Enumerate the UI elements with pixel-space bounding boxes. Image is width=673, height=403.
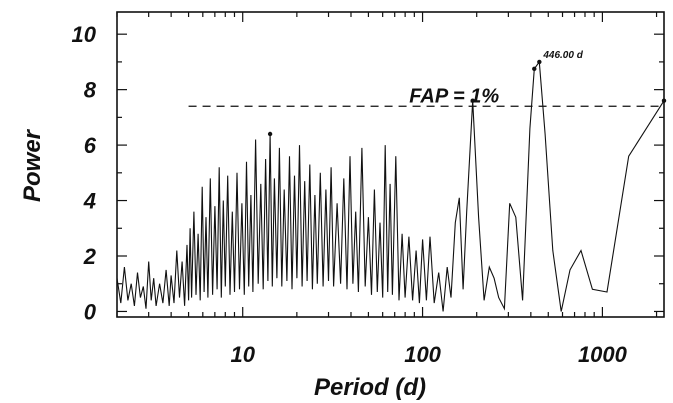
fap-threshold-label: FAP = 1% — [409, 85, 499, 107]
peak-marker — [661, 98, 667, 103]
y-tick-label: 6 — [84, 133, 97, 158]
y-tick-label: 10 — [72, 22, 97, 47]
peak-markers — [267, 59, 667, 137]
peak-marker — [537, 59, 542, 65]
peak-marker — [267, 131, 273, 137]
y-tick-label: 4 — [83, 189, 96, 214]
power-spectrum-line — [116, 60, 665, 312]
peak-period-label: 446.00 d — [542, 50, 583, 61]
x-axis-title: Period (d) — [314, 374, 426, 401]
x-tick-labels: 10 100 1000 — [230, 342, 627, 367]
x-tick-label: 100 — [404, 342, 441, 367]
x-tick-label: 10 — [230, 342, 255, 367]
x-tick-label: 1000 — [578, 342, 628, 367]
peak-marker — [532, 66, 537, 72]
y-axis-title: Power — [19, 128, 46, 202]
plot-frame — [116, 11, 665, 318]
y-tick-label: 8 — [84, 78, 97, 103]
peak-marker — [470, 98, 475, 103]
y-tick-label: 0 — [84, 299, 97, 324]
y-tick-label: 2 — [83, 244, 97, 269]
y-tick-labels: 0 2 4 6 8 10 — [72, 22, 97, 324]
axis-ticks — [116, 12, 664, 317]
